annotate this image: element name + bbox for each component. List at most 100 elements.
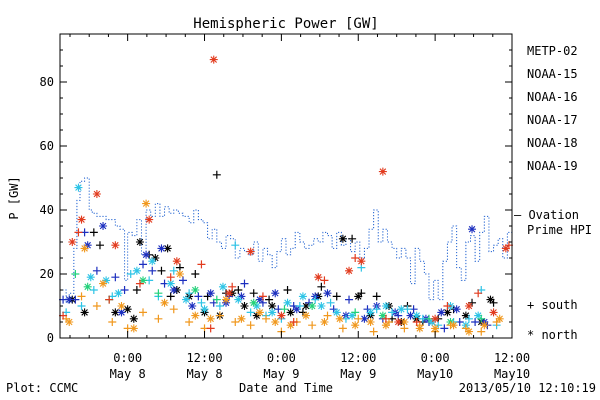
data-point-noaa-18-south bbox=[262, 314, 271, 323]
data-point-noaa-15-south bbox=[148, 266, 157, 275]
data-point-noaa-17-north bbox=[249, 298, 258, 307]
data-point-noaa-17-south bbox=[477, 314, 486, 323]
data-point-noaa-16-south bbox=[126, 270, 135, 278]
data-point-noaa-16-south bbox=[246, 308, 255, 317]
data-point-metp-02-north bbox=[268, 302, 277, 310]
data-point-metp-02-south bbox=[166, 292, 175, 301]
x-tick-date-label: May 8 bbox=[186, 367, 222, 381]
data-point-metp-02-south bbox=[234, 286, 243, 294]
legend-ovation-line1: — Ovation bbox=[514, 208, 579, 222]
data-point-noaa-19-north bbox=[501, 244, 510, 253]
data-point-metp-02-north bbox=[135, 238, 144, 246]
data-point-noaa-19-north bbox=[225, 289, 234, 298]
data-point-noaa-18-south bbox=[139, 308, 148, 317]
data-point-metp-02-south bbox=[317, 282, 326, 291]
data-point-noaa-16-north bbox=[86, 273, 95, 282]
data-point-noaa-16-south bbox=[295, 302, 304, 310]
data-point-noaa-15-south bbox=[194, 292, 203, 301]
data-point-noaa-18-north bbox=[237, 314, 246, 323]
data-point-noaa-15-north bbox=[406, 311, 415, 320]
data-point-noaa-18-south bbox=[108, 318, 117, 326]
data-point-noaa-18-south bbox=[323, 311, 332, 320]
data-point-noaa-15-north bbox=[360, 314, 369, 323]
data-point-noaa-18-north bbox=[222, 295, 231, 304]
data-point-noaa-15-north bbox=[437, 308, 446, 317]
data-point-noaa-15-south bbox=[92, 266, 101, 275]
data-point-metp-02-north bbox=[163, 244, 172, 253]
data-point-noaa-16-south bbox=[77, 302, 86, 310]
data-point-noaa-16-north bbox=[74, 183, 83, 192]
data-point-noaa-18-north bbox=[255, 308, 264, 317]
legend-noaa-17: NOAA-17 bbox=[527, 113, 578, 127]
data-point-noaa-17-north bbox=[378, 311, 387, 320]
data-point-noaa-16-north bbox=[200, 305, 209, 314]
data-point-noaa-17-north bbox=[191, 286, 200, 294]
y-tick-label: 80 bbox=[40, 75, 54, 89]
data-point-noaa-19-south bbox=[351, 254, 360, 262]
chart-title: Hemispheric Power [GW] bbox=[193, 16, 378, 32]
y-tick-label: 0 bbox=[47, 331, 54, 345]
data-point-noaa-19-north bbox=[209, 55, 218, 64]
legend-noaa-19: NOAA-19 bbox=[527, 159, 578, 173]
data-point-metp-02-north bbox=[252, 311, 261, 320]
x-axis-label: Date and Time bbox=[239, 381, 333, 395]
data-point-metp-02-south bbox=[191, 270, 200, 278]
data-point-noaa-15-north bbox=[206, 289, 215, 298]
data-point-noaa-18-south bbox=[477, 327, 486, 336]
data-point-noaa-15-north bbox=[83, 241, 92, 250]
data-point-noaa-16-south bbox=[326, 298, 335, 307]
data-point-noaa-15-north bbox=[237, 292, 246, 301]
data-point-noaa-19-south bbox=[206, 324, 215, 333]
data-point-noaa-18-north bbox=[415, 324, 424, 333]
data-point-noaa-18-south bbox=[369, 327, 378, 336]
data-point-noaa-16-south bbox=[464, 314, 473, 323]
data-point-noaa-18-south bbox=[308, 321, 317, 330]
data-point-noaa-15-north bbox=[188, 302, 197, 310]
data-point-noaa-19-south bbox=[474, 289, 483, 298]
data-point-noaa-18-north bbox=[286, 321, 295, 330]
data-point-noaa-16-north bbox=[412, 311, 421, 320]
data-point-metp-02-south bbox=[348, 234, 357, 243]
data-point-noaa-19-south bbox=[197, 260, 206, 269]
data-point-noaa-18-north bbox=[431, 324, 440, 333]
data-point-metp-02-north bbox=[123, 305, 132, 314]
data-point-noaa-18-north bbox=[129, 324, 138, 333]
data-point-noaa-19-south bbox=[320, 276, 329, 285]
data-point-noaa-16-north bbox=[148, 257, 157, 266]
data-point-noaa-16-south bbox=[197, 298, 206, 307]
data-point-noaa-19-south bbox=[74, 228, 83, 237]
data-point-metp-02-south bbox=[283, 286, 292, 294]
data-point-noaa-18-north bbox=[366, 318, 375, 326]
data-point-metp-02-south bbox=[332, 292, 341, 301]
data-point-noaa-19-north bbox=[357, 257, 366, 266]
data-point-noaa-18-south bbox=[92, 302, 101, 310]
data-point-metp-02-north bbox=[486, 295, 495, 304]
data-point-noaa-18-north bbox=[117, 302, 126, 310]
data-point-metp-02-north bbox=[301, 302, 310, 310]
axes: 0 20 40 60 80 0:00 May 8 12:00 May 8 0:00 May 9 12:… bbox=[40, 33, 530, 381]
legend-noaa-18: NOAA-18 bbox=[527, 136, 578, 150]
data-point-noaa-18-north bbox=[99, 279, 108, 288]
data-point-noaa-18-north bbox=[271, 318, 280, 326]
x-tick-time-label: 0:00 bbox=[267, 351, 296, 365]
footer-plot-source: Plot: CCMC bbox=[6, 381, 78, 395]
x-tick-time-label: 12:00 bbox=[494, 351, 530, 365]
data-point-noaa-17-north bbox=[308, 302, 317, 310]
data-point-noaa-19-south bbox=[228, 282, 237, 291]
data-point-noaa-19-north bbox=[68, 238, 77, 246]
data-point-noaa-19-north bbox=[277, 311, 286, 320]
data-point-noaa-16-north bbox=[317, 302, 326, 310]
data-point-noaa-15-south bbox=[120, 286, 129, 294]
data-point-noaa-18-south bbox=[154, 314, 163, 323]
y-tick-label: 20 bbox=[40, 267, 54, 281]
data-point-noaa-15-south bbox=[240, 279, 249, 288]
data-point-noaa-18-north bbox=[400, 318, 409, 326]
data-point-noaa-18-south bbox=[185, 318, 194, 326]
data-point-noaa-16-south bbox=[185, 289, 194, 298]
data-point-noaa-15-north bbox=[65, 295, 74, 304]
data-point-noaa-16-south bbox=[388, 308, 397, 317]
legend: METP-02 NOAA-15 NOAA-16 NOAA-17 NOAA-18 NOAA-… bbox=[514, 44, 592, 342]
data-point-metp-02-south bbox=[132, 286, 141, 294]
x-tick-time-label: 12:00 bbox=[340, 351, 376, 365]
data-point-noaa-15-north bbox=[452, 305, 461, 314]
